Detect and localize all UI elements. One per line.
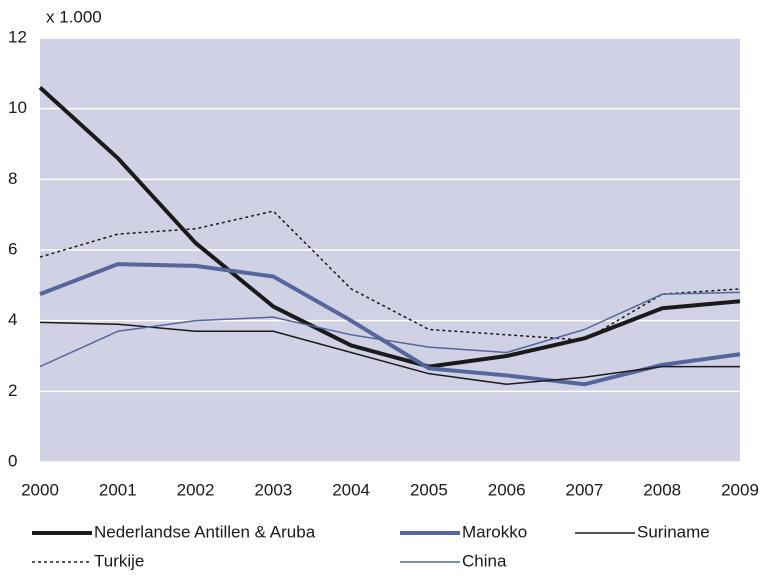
legend-label: Turkije (94, 551, 144, 570)
x-tick-label: 2006 (488, 480, 526, 499)
x-tick-label: 2005 (410, 480, 448, 499)
x-tick-label: 2004 (332, 480, 370, 499)
y-unit-label: x 1.000 (46, 7, 102, 26)
series-line (39, 262, 741, 387)
x-tick-label: 2001 (99, 480, 137, 499)
x-tick-label: 2003 (254, 480, 292, 499)
x-tick-label: 2008 (643, 480, 681, 499)
y-tick-label: 4 (8, 310, 17, 329)
y-tick-label: 12 (8, 27, 27, 46)
series-line (39, 210, 741, 341)
legend-label: China (462, 551, 507, 570)
series-line (39, 291, 741, 368)
legend-label: Suriname (637, 522, 710, 541)
y-tick-label: 8 (8, 169, 17, 188)
legend-label: Marokko (462, 522, 527, 541)
x-tick-label: 2000 (21, 480, 59, 499)
series-line (38, 85, 741, 369)
x-tick-label: 2009 (721, 480, 759, 499)
x-tick-label: 2007 (566, 480, 604, 499)
y-tick-label: 6 (8, 239, 17, 258)
legend-label: Nederlandse Antillen & Aruba (94, 522, 316, 541)
series-line (39, 321, 740, 386)
y-tick-label: 10 (8, 98, 27, 117)
x-tick-label: 2002 (177, 480, 215, 499)
y-tick-label: 0 (8, 451, 17, 470)
y-tick-label: 2 (8, 381, 17, 400)
